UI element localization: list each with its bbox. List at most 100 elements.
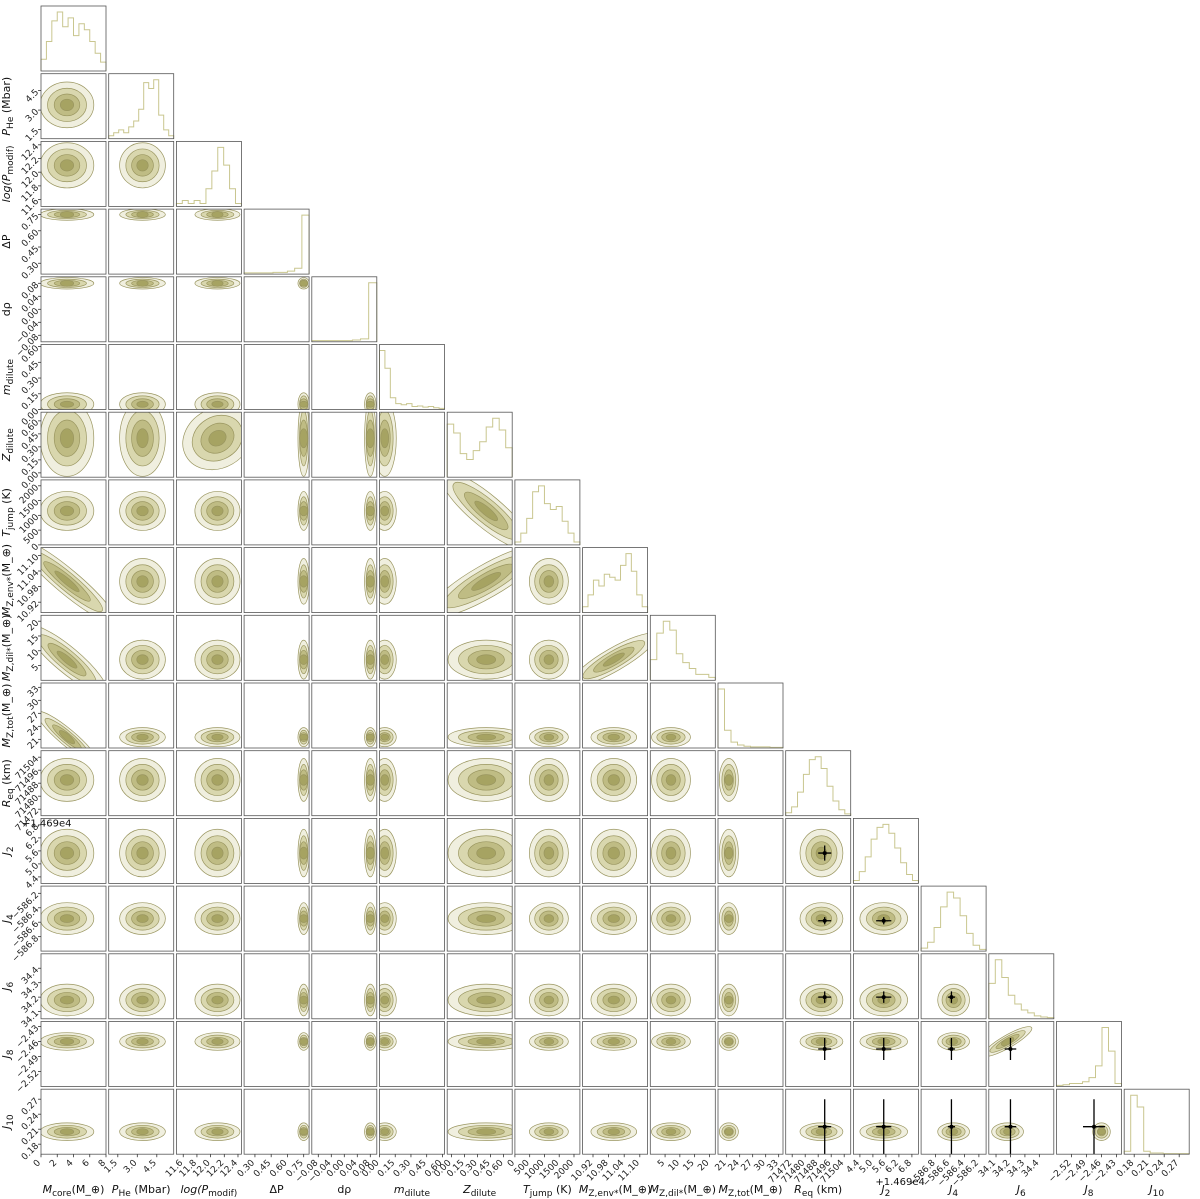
hist-mzdil	[649, 614, 716, 681]
panel-j8-vs-j4	[920, 1021, 987, 1087]
panel-mztot-vs-mdil	[379, 682, 445, 749]
contour-level-4	[380, 654, 390, 665]
panel-frame	[40, 614, 107, 681]
panel-frame	[1056, 1021, 1122, 1087]
panel-j10-vs-mzdil: 5 10 15 20 MZ,dil*(M_⊕)	[650, 1088, 716, 1199]
panel-frame	[582, 614, 648, 681]
panel-frame	[175, 547, 242, 613]
panel-j4-vs-j2	[853, 885, 919, 952]
panel-mzenv-vs-drho	[311, 547, 378, 613]
contour-level-4	[59, 995, 75, 1005]
panel-j4-vs-zdil	[446, 885, 513, 952]
panel-mztot-vs-phe	[108, 682, 175, 749]
y-tick-label: 10	[26, 648, 41, 663]
contour-level-4	[724, 774, 734, 786]
contour-level-4	[136, 995, 149, 1005]
panel-frame	[108, 140, 175, 207]
hist-steps	[1123, 1094, 1190, 1155]
panel-frame	[379, 344, 445, 410]
panel-req-vs-zdil	[446, 750, 513, 817]
contour-level-4	[299, 1038, 309, 1045]
panel-frame	[311, 614, 378, 681]
panel-mzdil-vs-phe	[108, 614, 175, 681]
panel-frame	[514, 750, 581, 817]
panel-j4-vs-tjump	[514, 885, 581, 952]
panel-j8-vs-mzenv	[582, 1021, 648, 1087]
panel-dP-vs-phe	[108, 208, 175, 275]
panel-zdil-vs-drho	[311, 411, 378, 478]
panel-j2-vs-dP	[243, 818, 310, 884]
panel-mztot-vs-dP	[243, 682, 310, 749]
panel-frame	[514, 479, 581, 546]
x-tick-label: 0.27	[1160, 1158, 1181, 1179]
x-tick-label: 2	[48, 1158, 59, 1169]
panel-j4-vs-req	[785, 885, 852, 952]
panel-frame	[649, 750, 716, 817]
panel-frame	[785, 1021, 852, 1087]
panel-frame	[379, 1021, 445, 1087]
panel-frame	[108, 411, 175, 478]
panel-j8-vs-j2	[853, 1021, 919, 1087]
contour-level-4	[136, 654, 149, 665]
contour-level-4	[476, 1038, 497, 1045]
contour-level-4	[665, 914, 677, 923]
panel-frame	[175, 344, 242, 410]
contour-level-4	[543, 995, 555, 1005]
panel-frame	[108, 818, 175, 884]
hist-mzenv	[582, 547, 649, 613]
x-tick-label: 6	[81, 1158, 92, 1169]
panel-mztot-vs-mzdil	[649, 682, 716, 749]
panel-frame	[175, 1088, 242, 1155]
contour-level-4	[476, 654, 497, 665]
panel-j4-vs-mzdil	[649, 885, 716, 952]
contour-level-4	[476, 914, 497, 923]
x-axis-label: mdilute	[394, 1183, 431, 1199]
panel-frame	[1056, 1088, 1122, 1155]
contour-level-4	[136, 279, 149, 287]
panel-frame	[108, 208, 175, 275]
panel-frame	[853, 953, 919, 1020]
contour-level-4	[136, 428, 149, 449]
panel-frame	[40, 208, 107, 275]
panel-frame	[108, 1021, 175, 1087]
obs-point	[822, 995, 827, 1000]
x-axis-label: J10	[1147, 1183, 1164, 1199]
contour-level-4	[543, 575, 555, 588]
y-tick-label: 5	[30, 663, 41, 674]
panel-j6-vs-logp	[175, 953, 242, 1020]
contour-level-4	[365, 914, 375, 923]
x-axis-label: Zdilute	[462, 1183, 496, 1199]
panel-frame	[649, 818, 716, 884]
x-axis-label: MZ,env*(M_⊕)	[579, 1183, 651, 1199]
contour-level-4	[380, 1128, 390, 1136]
panel-mzenv-vs-tjump	[514, 547, 581, 613]
contour-level-4	[208, 429, 227, 447]
hist-req	[785, 750, 852, 817]
panel-frame	[40, 953, 107, 1020]
obs-point	[881, 995, 886, 1000]
panel-mzdil-vs-drho	[311, 614, 378, 681]
contour-level-4	[211, 654, 224, 665]
contour-level-4	[380, 575, 390, 588]
x-axis-label: dρ	[337, 1183, 351, 1196]
hist-steps	[40, 11, 107, 71]
x-axis-label: MZ,tot(M_⊕)	[719, 1183, 783, 1199]
panel-j2-vs-req	[785, 818, 852, 884]
panel-j6-vs-mzdil	[649, 953, 716, 1020]
contour-level-4	[59, 98, 75, 111]
panel-frame	[108, 885, 175, 952]
contour-level-4	[665, 995, 677, 1005]
panel-frame	[582, 682, 648, 749]
hist-j4	[920, 885, 987, 952]
panel-j2-vs-drho	[311, 818, 378, 884]
y-tick-label: 21	[26, 737, 41, 752]
panel-frame	[108, 682, 175, 749]
panel-frame	[920, 885, 987, 952]
panel-frame	[108, 276, 175, 343]
x-axis-label: PHe (Mbar)	[112, 1183, 171, 1199]
panel-j6-vs-mdil	[379, 953, 445, 1020]
panel-logp-vs-phe	[108, 140, 175, 207]
